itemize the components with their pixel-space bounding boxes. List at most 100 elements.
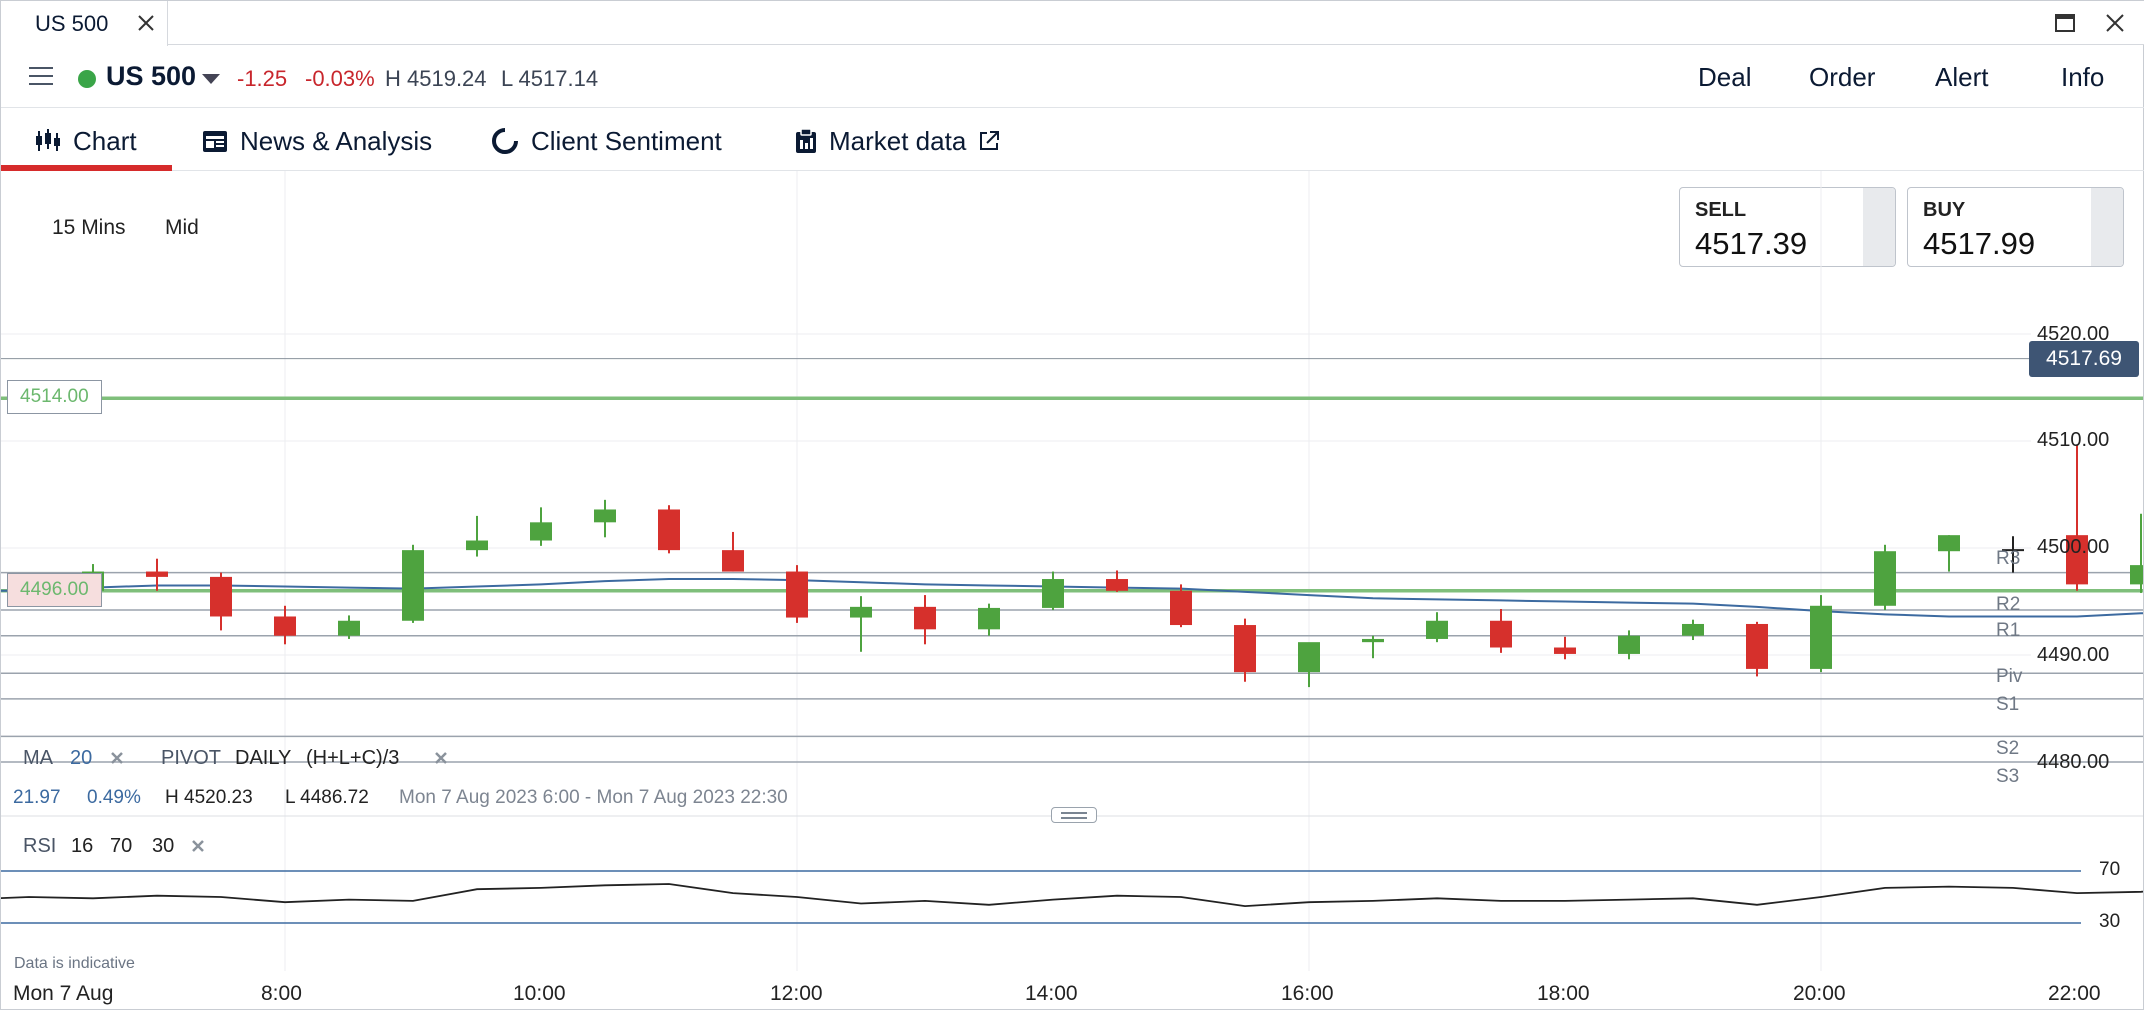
candle-body bbox=[1618, 635, 1640, 654]
range-low: L 4486.72 bbox=[285, 787, 369, 808]
sentiment-icon bbox=[492, 128, 518, 154]
candle-body bbox=[658, 509, 680, 551]
tab-chart-label: Chart bbox=[73, 125, 137, 156]
candle-body bbox=[274, 616, 296, 636]
candle-body bbox=[1874, 551, 1896, 606]
price-type-selector[interactable]: Mid bbox=[165, 216, 199, 239]
price-change: -1.25 bbox=[237, 66, 288, 91]
current-price-badge: 4517.69 bbox=[2029, 341, 2139, 377]
x-tick-label: 8:00 bbox=[261, 982, 302, 1005]
info-button[interactable]: Info bbox=[2061, 62, 2105, 92]
day-low: L 4517.14 bbox=[501, 66, 599, 91]
deal-button[interactable]: Deal bbox=[1698, 62, 1752, 92]
candle-body bbox=[1810, 605, 1832, 669]
remove-pivot-icon[interactable] bbox=[433, 750, 449, 766]
candlestick-icon bbox=[36, 129, 60, 151]
chart-nav-tabs: Chart News & Analysis Client Sentiment M… bbox=[1, 109, 2144, 171]
x-tick-label: 10:00 bbox=[513, 982, 566, 1005]
remove-rsi-icon[interactable] bbox=[190, 838, 206, 854]
pivot-period[interactable]: DAILY bbox=[235, 747, 292, 769]
market-open-indicator bbox=[78, 70, 96, 88]
buy-button[interactable]: BUY 4517.99 bbox=[1907, 187, 2124, 267]
x-tick-label: 20:00 bbox=[1793, 982, 1846, 1005]
candle-body bbox=[1042, 579, 1064, 608]
price-chart[interactable] bbox=[1, 171, 2143, 1001]
pivot-label-s1: S1 bbox=[1996, 694, 2020, 715]
order-button[interactable]: Order bbox=[1809, 62, 1876, 92]
range-high: H 4520.23 bbox=[165, 787, 253, 808]
maximize-icon[interactable] bbox=[2053, 11, 2077, 35]
date-range: Mon 7 Aug 2023 6:00 - Mon 7 Aug 2023 22:… bbox=[399, 787, 788, 808]
tab-news-analysis[interactable]: News & Analysis bbox=[202, 123, 432, 159]
ma-period[interactable]: 20 bbox=[70, 747, 93, 769]
pivot-label-s2: S2 bbox=[1996, 738, 2020, 759]
candle-body bbox=[210, 576, 232, 617]
price-change-pct: -0.03% bbox=[305, 66, 375, 91]
clipboard-icon bbox=[796, 128, 816, 153]
candle-body bbox=[914, 606, 936, 630]
candle-body bbox=[1106, 579, 1128, 591]
menu-icon[interactable] bbox=[29, 66, 53, 86]
candle-body bbox=[1490, 620, 1512, 648]
y-tick-label: 4480.00 bbox=[2037, 751, 2110, 773]
sell-button[interactable]: SELL 4517.39 bbox=[1679, 187, 1896, 267]
title-bar: US 500 bbox=[1, 1, 2144, 46]
y-tick-label: 4520.00 bbox=[2037, 323, 2110, 345]
timeframe-selector[interactable]: 15 Mins bbox=[52, 216, 126, 239]
candle-body bbox=[1298, 642, 1320, 673]
chevron-down-icon[interactable] bbox=[202, 74, 220, 84]
remove-ma-icon[interactable] bbox=[109, 750, 125, 766]
close-tab-icon[interactable] bbox=[137, 14, 155, 32]
x-tick-label: 12:00 bbox=[770, 982, 823, 1005]
pivot-label-r1: R1 bbox=[1996, 620, 2021, 641]
tab-client-sentiment[interactable]: Client Sentiment bbox=[491, 123, 722, 159]
tab-market-data-label: Market data bbox=[829, 125, 967, 156]
horizontal-line-label[interactable]: 4514.00 bbox=[7, 380, 102, 414]
rsi-level-lower: 30 bbox=[2099, 911, 2121, 932]
candle-body bbox=[594, 509, 616, 523]
close-window-icon[interactable] bbox=[2103, 11, 2127, 35]
range-change: 21.97 bbox=[13, 787, 61, 808]
pivot-label: PIVOT bbox=[161, 747, 222, 769]
candle-body bbox=[1362, 638, 1384, 643]
window-tab[interactable]: US 500 bbox=[1, 1, 168, 46]
sell-price: 4517.39 bbox=[1695, 226, 1808, 261]
x-start-label: Mon 7 Aug bbox=[13, 982, 114, 1005]
candle-body bbox=[1426, 620, 1448, 639]
candle-body bbox=[338, 620, 360, 636]
rsi-period[interactable]: 16 bbox=[71, 835, 94, 857]
x-tick-label: 16:00 bbox=[1281, 982, 1334, 1005]
y-tick-label: 4510.00 bbox=[2037, 429, 2110, 451]
candle-body bbox=[1234, 625, 1256, 673]
tab-chart[interactable]: Chart bbox=[35, 123, 137, 159]
candle-body bbox=[2130, 565, 2143, 585]
candle-body bbox=[1938, 535, 1960, 552]
rsi-lower[interactable]: 30 bbox=[152, 835, 175, 857]
external-link-icon bbox=[980, 131, 1000, 150]
alert-button[interactable]: Alert bbox=[1935, 62, 1989, 92]
window-tab-title: US 500 bbox=[35, 10, 109, 36]
pivot-formula[interactable]: (H+L+C)/3 bbox=[306, 747, 400, 769]
candle-body bbox=[466, 540, 488, 551]
pane-resize-handle[interactable] bbox=[1051, 807, 1097, 823]
newspaper-icon bbox=[203, 131, 227, 152]
candle-body bbox=[146, 571, 168, 577]
pivot-label-s3: S3 bbox=[1996, 766, 2020, 787]
horizontal-line-label[interactable]: 4496.00 bbox=[7, 573, 102, 607]
range-change-pct: 0.49% bbox=[87, 787, 141, 808]
rsi-label: RSI bbox=[23, 835, 57, 857]
rsi-level-upper: 70 bbox=[2099, 859, 2121, 880]
candle-body bbox=[978, 607, 1000, 630]
x-tick-label: 22:00 bbox=[2048, 982, 2101, 1005]
candle-body bbox=[1682, 623, 1704, 636]
candle-body bbox=[786, 571, 808, 618]
buy-price: 4517.99 bbox=[1923, 226, 2036, 261]
x-tick-label: 18:00 bbox=[1537, 982, 1590, 1005]
instrument-name[interactable]: US 500 bbox=[106, 61, 197, 91]
candle-body bbox=[1170, 590, 1192, 626]
rsi-upper[interactable]: 70 bbox=[110, 835, 133, 857]
ma-label: MA bbox=[23, 747, 53, 769]
active-tab-indicator bbox=[1, 165, 172, 171]
tab-market-data[interactable]: Market data bbox=[795, 123, 1012, 159]
